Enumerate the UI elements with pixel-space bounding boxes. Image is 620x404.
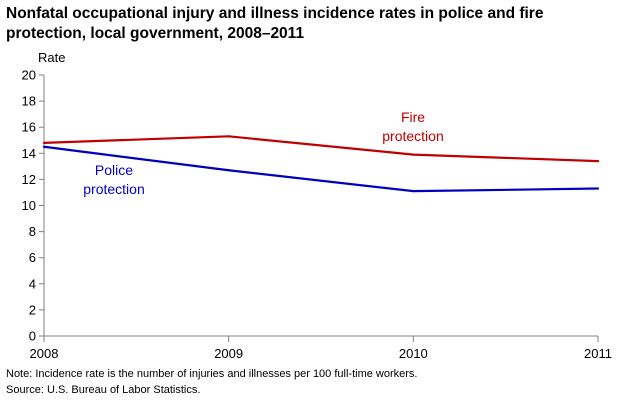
series-label-line: Fire bbox=[401, 109, 425, 125]
series-label-2: Police protection bbox=[83, 162, 144, 197]
series-label-line: protection bbox=[83, 181, 144, 197]
axes: 0 2 4 6 8 10 12 14 16 18 20 2008 2009 2010 2011 bbox=[22, 68, 612, 362]
y-tick-label: 12 bbox=[22, 172, 36, 187]
series-label-line: protection bbox=[382, 128, 443, 144]
data-point bbox=[227, 169, 230, 172]
x-tick-label: 2008 bbox=[30, 346, 59, 361]
y-tick-label: 4 bbox=[29, 276, 36, 291]
data-point bbox=[42, 141, 46, 144]
y-tick-label: 0 bbox=[29, 329, 36, 344]
y-tick-label: 14 bbox=[22, 146, 36, 161]
y-tick-label: 20 bbox=[22, 68, 36, 83]
series-line-1 bbox=[43, 135, 599, 163]
y-tick-label: 6 bbox=[29, 250, 36, 265]
x-tick-label: 2011 bbox=[584, 346, 612, 361]
y-tick-label: 2 bbox=[29, 302, 36, 317]
data-point bbox=[596, 160, 600, 163]
chart-title: Nonfatal occupational injury and illness… bbox=[6, 5, 544, 42]
y-tick-label: 8 bbox=[29, 224, 36, 239]
x-tick-label: 2009 bbox=[214, 346, 243, 361]
series-label-1: Fire protection bbox=[382, 109, 443, 144]
series-line-2 bbox=[43, 145, 599, 193]
y-tick-label: 18 bbox=[22, 94, 36, 109]
series-label-line: Police bbox=[95, 162, 133, 178]
series-group: Fire protection Police protection bbox=[42, 109, 600, 197]
y-tick-label: 16 bbox=[22, 120, 36, 135]
data-point bbox=[412, 190, 415, 193]
chart-note: Note: Incidence rate is the number of in… bbox=[6, 368, 418, 380]
data-point bbox=[42, 145, 46, 148]
data-point bbox=[412, 153, 415, 156]
x-tick-label: 2010 bbox=[399, 346, 428, 361]
chart-source: Source: U.S. Bureau of Labor Statistics. bbox=[6, 384, 201, 396]
y-axis-label: Rate bbox=[38, 50, 65, 65]
data-point bbox=[596, 187, 600, 190]
data-point bbox=[227, 135, 230, 138]
y-tick-label: 10 bbox=[22, 198, 36, 213]
